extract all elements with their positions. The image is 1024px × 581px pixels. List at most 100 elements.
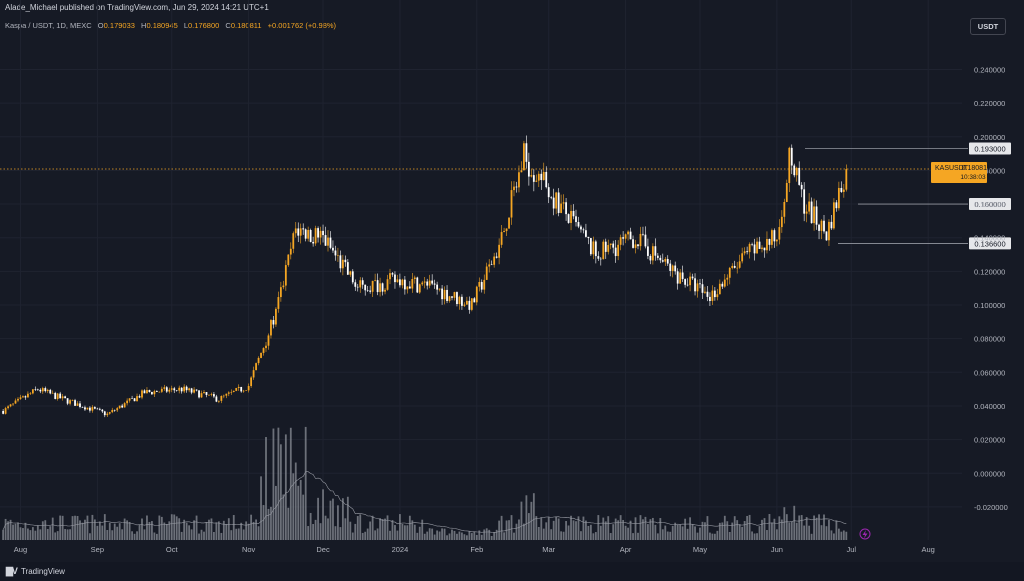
candles (2, 135, 848, 418)
volume-bar (272, 428, 275, 540)
candle-body (359, 280, 362, 288)
candle-body (374, 280, 377, 281)
candle-body (9, 404, 12, 407)
candle-body (656, 255, 659, 258)
volume-bar (647, 524, 649, 540)
volume-bar (103, 514, 106, 540)
candle-body (837, 187, 840, 209)
candle-body (604, 241, 607, 252)
candle-body (780, 216, 783, 228)
volume-bar (490, 535, 493, 540)
time-axis[interactable]: Aug Sep Oct Nov Dec 2024 Feb Mar Apr May Jun Jul Aug (14, 545, 935, 554)
volume-bar (371, 515, 374, 540)
volume-bar (96, 525, 99, 540)
volume-bar (443, 528, 446, 540)
candle-body (552, 197, 555, 209)
candle-body (327, 237, 329, 246)
candle-body (475, 286, 478, 303)
volume-bar (614, 518, 617, 540)
volume-bar (547, 517, 550, 540)
volume-bar (180, 531, 183, 540)
candle-body (441, 288, 443, 300)
volume-bar (746, 515, 749, 540)
candle-body (773, 230, 776, 242)
candle-body (661, 260, 664, 262)
badge-price: 0.180811 (962, 165, 991, 172)
tradingview-logo[interactable]: ▇V TradingView (6, 566, 65, 577)
volume-bar (542, 528, 545, 540)
candle-body (59, 393, 62, 399)
candle-body (406, 286, 409, 290)
volume-bar (220, 532, 223, 540)
candle-body (384, 289, 386, 292)
volume-bar (567, 525, 570, 540)
candle-body (163, 387, 166, 389)
candle-body (379, 283, 381, 293)
candle-body (275, 308, 277, 325)
candle-body (634, 244, 637, 248)
volume-bar (607, 516, 610, 540)
candle-body (518, 172, 520, 188)
volume-bar (828, 519, 830, 540)
candle-body (284, 265, 287, 286)
candle-body (71, 400, 74, 401)
candle-body (205, 392, 208, 395)
volume-bar (133, 533, 136, 540)
candle-body (448, 296, 451, 301)
candle-body (701, 284, 704, 293)
candle-body (438, 288, 441, 290)
lightning-icon[interactable] (859, 528, 871, 540)
candle-body (639, 233, 642, 247)
candle-body (396, 279, 399, 283)
candle-body (669, 263, 672, 271)
candle-body (354, 282, 357, 287)
candle-body (587, 236, 590, 239)
candle-body (138, 396, 141, 398)
x-tick-label: Aug (921, 545, 934, 554)
candle-body (304, 229, 307, 239)
volume-bar (508, 520, 510, 540)
volume-bar (289, 427, 292, 540)
volume-bar (257, 526, 260, 540)
volume-bar (659, 518, 662, 540)
candle-body (79, 403, 81, 408)
volume-bar (413, 524, 416, 540)
candle-body (160, 388, 163, 392)
price-chart[interactable]: 0.193000 0.160000 0.136600 0.240000 0.22000… (0, 0, 1024, 562)
price-axis[interactable]: 0.240000 0.220000 0.200000 0.180000 0.160000… (974, 65, 1008, 511)
currency-button[interactable]: USDT (970, 18, 1006, 35)
volume-bar (520, 501, 523, 540)
candle-body (743, 251, 746, 254)
candle-body (470, 298, 473, 310)
candle-body (542, 171, 545, 181)
volume-bar (795, 522, 798, 540)
volume-bar (552, 520, 555, 540)
volume-bar (669, 531, 672, 540)
volume-bar (426, 531, 429, 540)
volume-bar (327, 518, 329, 540)
candle-body (411, 278, 414, 289)
candle-body (488, 264, 491, 267)
volume-bar (632, 533, 634, 540)
volume-bar (168, 521, 171, 540)
symbol-label[interactable]: Kaspa / USDT, 1D, MEXC (5, 21, 92, 30)
candle-body (577, 222, 580, 227)
x-tick-label: Oct (166, 545, 179, 554)
volume-bar (324, 515, 327, 540)
candle-body (537, 173, 540, 181)
volume-bar (753, 533, 756, 540)
candle-body (728, 267, 731, 278)
volume-bar (751, 531, 753, 540)
candle-body (704, 291, 706, 293)
volume-bar (495, 529, 498, 540)
candle-body (31, 389, 34, 394)
candle-body (299, 228, 302, 236)
candle-body (222, 395, 225, 397)
level-label: 0.193000 (974, 145, 1005, 154)
candle-body (126, 400, 129, 404)
candle-body (317, 228, 319, 238)
volume-bar (294, 462, 297, 540)
volume-bar (428, 528, 431, 540)
volume-bar (518, 519, 520, 540)
candle-body (418, 284, 421, 293)
